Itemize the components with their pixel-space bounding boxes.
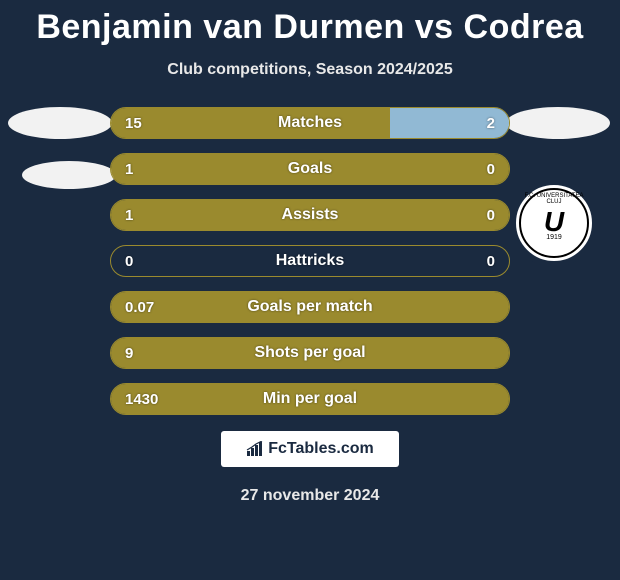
club-logo-name: F.C. UNIVERSITATEA CLUJ <box>521 193 587 205</box>
stat-row: 9Shots per goal <box>110 337 510 369</box>
row-label: Min per goal <box>111 384 509 414</box>
crest-left-ellipse-2 <box>22 161 116 189</box>
footer-date: 27 november 2024 <box>0 487 620 505</box>
crest-right: F.C. UNIVERSITATEA CLUJ U 1919 <box>506 107 610 267</box>
stat-row: 1430Min per goal <box>110 383 510 415</box>
stat-row: 0.07Goals per match <box>110 291 510 323</box>
stat-row: 10Goals <box>110 153 510 185</box>
row-label: Goals per match <box>111 292 509 322</box>
crest-right-ellipse <box>506 107 610 139</box>
subtitle: Club competitions, Season 2024/2025 <box>0 61 620 79</box>
footer-brand: FcTables.com <box>221 431 399 467</box>
club-logo-inner: F.C. UNIVERSITATEA CLUJ U 1919 <box>519 188 589 258</box>
crest-left-ellipse-1 <box>8 107 112 139</box>
club-logo-right: F.C. UNIVERSITATEA CLUJ U 1919 <box>510 179 598 267</box>
row-label: Shots per goal <box>111 338 509 368</box>
chart-icon <box>246 441 264 457</box>
row-label: Goals <box>111 154 509 184</box>
club-logo-year: 1919 <box>546 234 562 241</box>
stat-row: 152Matches <box>110 107 510 139</box>
footer-brand-text: FcTables.com <box>268 440 374 458</box>
page-title: Benjamin van Durmen vs Codrea <box>0 0 620 47</box>
row-label: Matches <box>111 108 509 138</box>
stat-row: 00Hattricks <box>110 245 510 277</box>
crest-left <box>8 107 116 189</box>
stat-row: 10Assists <box>110 199 510 231</box>
row-label: Assists <box>111 200 509 230</box>
stats-area: F.C. UNIVERSITATEA CLUJ U 1919 152Matche… <box>0 107 620 415</box>
row-label: Hattricks <box>111 246 509 276</box>
